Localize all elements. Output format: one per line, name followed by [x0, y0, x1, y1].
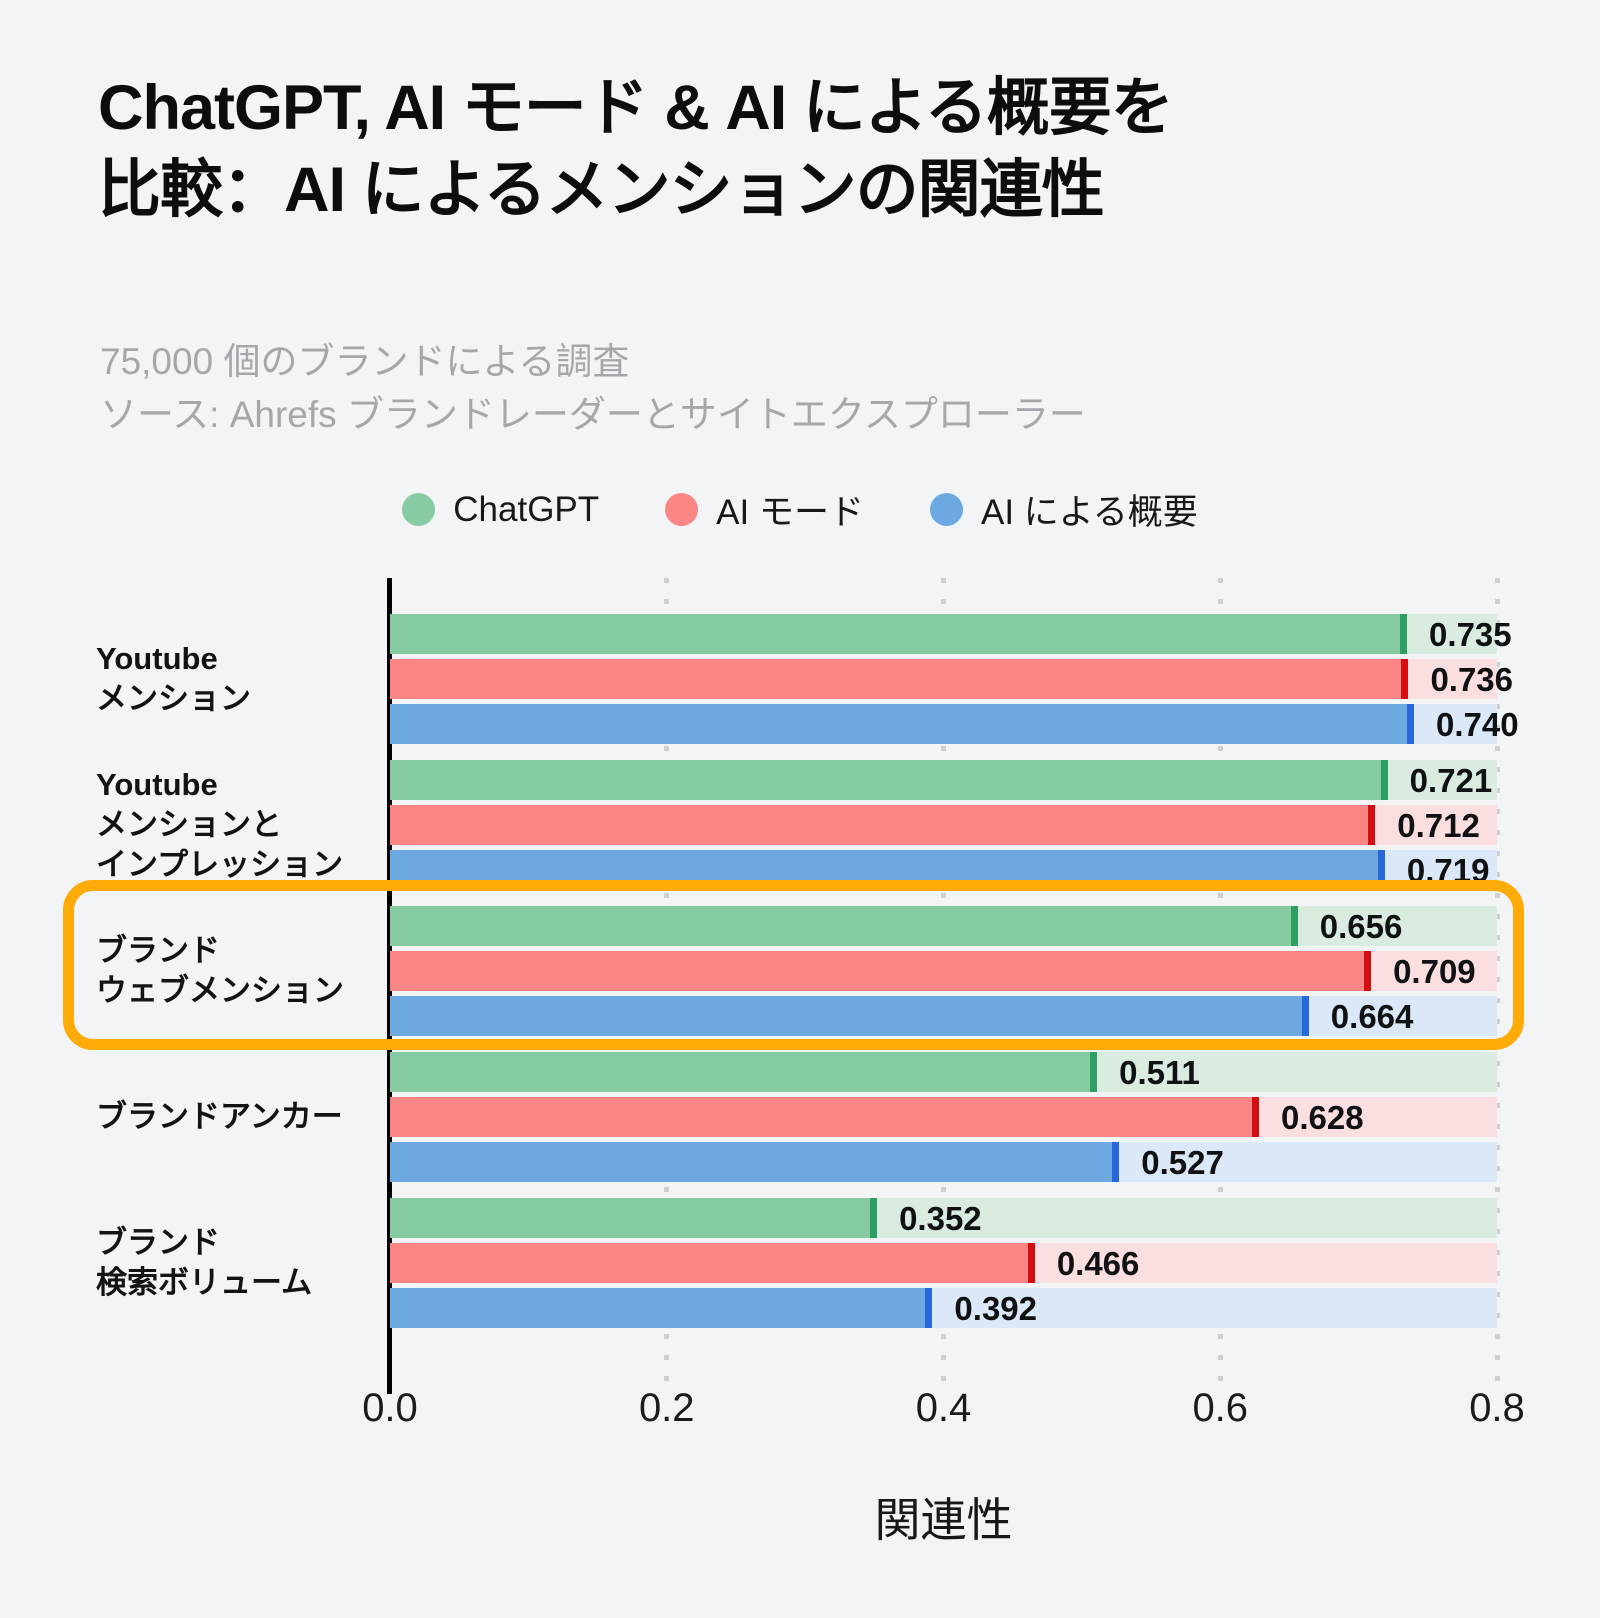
- bar-value-label: 0.740: [1435, 706, 1519, 743]
- bar-cap: [1290, 906, 1298, 946]
- chart-subtitle-line2: ソース: Ahrefs ブランドレーダーとサイトエクスプローラー: [100, 393, 1086, 435]
- category-label-line: ウェブメンション: [96, 973, 344, 1008]
- category-label-line: ブランド: [96, 932, 220, 968]
- legend-label-ai-overviews: AI による概要: [980, 493, 1198, 532]
- category-label-line: Youtube: [96, 640, 218, 676]
- bar-value-label: 0.628: [1280, 1099, 1364, 1136]
- bar-fill: [390, 805, 1376, 845]
- legend: ChatGPT AI モード AI による概要: [0, 484, 1600, 535]
- bar-fill: [390, 1243, 1035, 1283]
- legend-dot-chatgpt-icon: [402, 493, 436, 526]
- bar-cap: [870, 1198, 878, 1238]
- bar-cap: [1401, 659, 1409, 699]
- gridline-0.8: [1494, 578, 1500, 1394]
- y-axis-line: [387, 578, 392, 1394]
- bar-cap: [1364, 951, 1372, 991]
- legend-dot-ai-mode-icon: [665, 493, 699, 526]
- chart-title-line1: ChatGPT, AI モード & AI による概要を: [98, 73, 1174, 143]
- x-axis-title: 関連性: [874, 1494, 1013, 1546]
- bar-cap: [1377, 850, 1385, 890]
- bar-cap: [1251, 1097, 1259, 1137]
- bar-cap: [1400, 614, 1408, 654]
- bar-fill: [390, 906, 1298, 946]
- bar-value-label: 0.735: [1429, 616, 1512, 653]
- bar-fill: [390, 614, 1408, 654]
- legend-label-chatgpt: ChatGPT: [453, 489, 600, 529]
- legend-label-ai-mode: AI モード: [716, 493, 864, 532]
- legend-dot-ai-overviews-icon: [929, 493, 963, 526]
- x-tick-label: 0.8: [1469, 1386, 1525, 1430]
- category-label: ブランドアンカー: [96, 1052, 381, 1182]
- bar-cap: [1380, 760, 1388, 800]
- bar-fill: [390, 1052, 1098, 1092]
- bar-value-label: 0.352: [899, 1200, 982, 1237]
- category-label-line: メンションと: [96, 806, 282, 842]
- bar-cap: [1090, 1052, 1098, 1092]
- legend-item-chatgpt: ChatGPT: [402, 490, 599, 530]
- category-label: ブランド検索ボリューム: [96, 1198, 381, 1328]
- bar-cap: [925, 1288, 933, 1328]
- bar-fill: [390, 704, 1414, 744]
- bar-cap: [1027, 1243, 1035, 1283]
- x-tick-label: 0.6: [1192, 1386, 1249, 1430]
- bar-value-label: 0.392: [954, 1290, 1038, 1327]
- bar-value-label: 0.466: [1056, 1245, 1140, 1282]
- x-tick-label: 0.4: [915, 1386, 972, 1430]
- category-label-line: 検索ボリューム: [96, 1265, 313, 1300]
- bar-value-label: 0.721: [1409, 762, 1493, 799]
- legend-item-ai-mode: AI モード: [665, 484, 864, 535]
- bar-fill: [390, 760, 1388, 800]
- bar-value-label: 0.709: [1393, 953, 1476, 990]
- chart-title-line2: 比較：AI によるメンションの関連性: [98, 154, 1105, 225]
- bar-value-label: 0.712: [1397, 807, 1480, 844]
- bar-fill: [390, 1198, 878, 1238]
- bar-cap: [1112, 1142, 1120, 1182]
- bar-fill: [390, 996, 1309, 1036]
- bar-value-label: 0.736: [1430, 661, 1514, 698]
- bar-fill: [390, 1142, 1120, 1182]
- bar-fill: [390, 1288, 933, 1328]
- legend-item-ai-overviews: AI による概要: [929, 484, 1198, 535]
- bar-value-label: 0.719: [1406, 852, 1490, 889]
- category-label: Youtube メンションとインプレッション: [96, 760, 381, 890]
- chart-title: ChatGPT, AI モード & AI による概要を 比較：AI によるメンシ…: [98, 68, 1518, 232]
- bar-value-label: 0.527: [1141, 1144, 1224, 1181]
- bar-value-label: 0.656: [1319, 908, 1403, 945]
- x-tick-label: 0.2: [638, 1386, 695, 1430]
- bar-fill: [390, 659, 1409, 699]
- category-label-line: インプレッション: [96, 847, 344, 883]
- bar-cap: [1301, 996, 1309, 1036]
- chart-subtitle: 75,000 個のブランドによる調査 ソース: Ahrefs ブランドレーダーと…: [100, 336, 1500, 441]
- bar-cap: [1368, 805, 1376, 845]
- bar-cap: [1406, 704, 1414, 744]
- bar-fill: [390, 850, 1385, 890]
- chart-subtitle-line1: 75,000 個のブランドによる調査: [100, 341, 630, 382]
- category-label: ブランドウェブメンション: [96, 906, 381, 1036]
- category-label: Youtube メンション: [96, 614, 381, 744]
- category-label-line: メンション: [96, 681, 251, 716]
- category-label-line: ブランドアンカー: [96, 1098, 343, 1134]
- bar-fill: [390, 951, 1372, 991]
- bar-value-label: 0.511: [1119, 1054, 1200, 1091]
- category-label-line: Youtube: [96, 766, 218, 802]
- bar-fill: [390, 1097, 1259, 1137]
- category-label-line: ブランド: [96, 1224, 220, 1260]
- x-tick-label: 0.0: [362, 1386, 418, 1430]
- bar-value-label: 0.664: [1330, 998, 1414, 1035]
